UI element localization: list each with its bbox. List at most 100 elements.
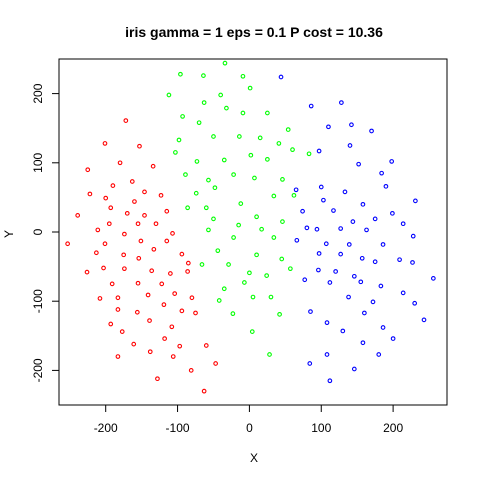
data-point [131, 341, 137, 347]
data-point [250, 294, 256, 300]
data-point [201, 388, 207, 394]
data-point [302, 277, 308, 283]
data-point [268, 294, 274, 300]
data-point [212, 185, 218, 191]
y-axis: -200 -100 0 100 200 [31, 83, 60, 382]
data-point [323, 241, 329, 247]
data-point [318, 184, 324, 190]
data-point [379, 170, 384, 176]
data-point [277, 311, 282, 317]
data-point [135, 280, 141, 286]
data-point [400, 290, 406, 296]
data-point [147, 318, 152, 323]
data-point [259, 226, 264, 232]
data-point [280, 219, 285, 224]
data-point [122, 231, 127, 237]
data-point [222, 60, 228, 66]
data-point [231, 172, 236, 177]
data-point [380, 242, 386, 247]
y-tick-label: -200 [31, 358, 45, 382]
data-point [378, 283, 384, 289]
x-axis-label: X [250, 451, 258, 465]
data-point [177, 343, 183, 349]
data-point [410, 260, 415, 265]
data-point [238, 201, 244, 206]
data-point [226, 262, 231, 267]
data-point [293, 187, 299, 193]
data-point [221, 286, 227, 292]
data-point [240, 110, 246, 116]
data-point [203, 205, 209, 211]
data-point [137, 143, 142, 149]
data-point [257, 135, 263, 141]
data-point [400, 221, 406, 227]
data-point [150, 163, 156, 169]
data-point [215, 248, 221, 254]
data-point [168, 271, 173, 276]
data-point [242, 280, 247, 285]
data-point [101, 265, 106, 271]
data-point [267, 352, 272, 357]
data-point [231, 235, 236, 240]
data-point [129, 179, 135, 184]
data-point [276, 141, 282, 146]
data-point [179, 251, 185, 257]
data-point [121, 252, 127, 258]
x-tick-label: 100 [311, 421, 331, 435]
data-point [153, 221, 159, 227]
data-point [102, 241, 108, 247]
data-point [161, 302, 167, 308]
data-point [206, 227, 211, 233]
data-point [196, 120, 202, 126]
data-point [65, 241, 70, 247]
data-point [389, 159, 395, 164]
data-point [294, 237, 300, 243]
data-point [115, 354, 121, 359]
data-point [358, 279, 364, 285]
data-point [279, 256, 285, 262]
data-point [278, 74, 284, 80]
data-point [290, 147, 295, 153]
data-point [194, 159, 200, 164]
data-point [142, 189, 147, 195]
data-point [159, 281, 165, 287]
data-point [324, 320, 330, 326]
data-point [108, 205, 114, 211]
data-point [280, 177, 285, 182]
data-point [224, 105, 229, 111]
data-point [201, 73, 206, 78]
data-point [193, 310, 198, 316]
data-point [134, 309, 140, 315]
data-point [84, 269, 90, 275]
x-tick-label: 0 [246, 421, 253, 435]
data-point [412, 300, 418, 306]
data-point [340, 328, 346, 334]
data-point [410, 233, 416, 239]
data-point [119, 329, 125, 334]
x-axis: -200 -100 0 100 200 [94, 404, 403, 435]
data-point [316, 148, 322, 154]
data-point [288, 266, 293, 272]
data-point [421, 317, 427, 323]
data-point [211, 216, 216, 222]
data-point [249, 329, 255, 334]
data-point [342, 189, 348, 195]
data-point [271, 193, 277, 199]
data-point [264, 273, 270, 278]
data-point [123, 118, 129, 123]
data-point [180, 114, 185, 119]
data-point [115, 295, 121, 301]
data-point [183, 172, 188, 177]
data-point [271, 235, 277, 240]
data-point [136, 255, 142, 261]
data-point [201, 100, 207, 105]
data-point [347, 143, 353, 148]
data-point [316, 251, 322, 256]
data-point [291, 192, 297, 198]
data-point [142, 213, 147, 218]
data-point [307, 361, 313, 366]
data-point [138, 238, 144, 244]
x-tick-label: 200 [383, 421, 403, 435]
data-point [162, 336, 167, 341]
data-point [176, 137, 182, 143]
